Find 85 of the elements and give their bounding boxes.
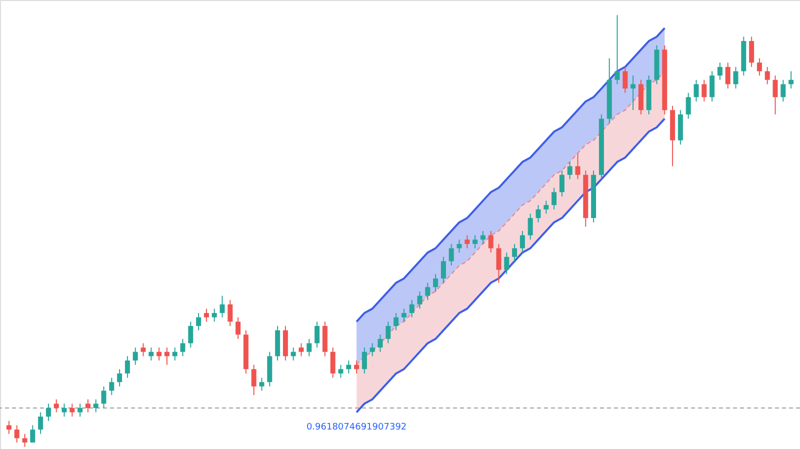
candlestick <box>54 398 59 413</box>
candlestick <box>496 243 502 284</box>
candlestick <box>259 377 264 392</box>
candlestick <box>6 420 12 434</box>
candlestick <box>630 75 636 111</box>
candlestick <box>140 342 146 357</box>
candlestick <box>38 412 44 434</box>
candlestick <box>164 347 170 366</box>
candlestick <box>433 274 438 292</box>
candlestick <box>101 386 106 408</box>
candlestick <box>30 424 36 444</box>
candlestick <box>417 290 422 310</box>
candlestick <box>409 300 414 318</box>
candlestick <box>472 234 478 249</box>
candlestick <box>780 79 786 102</box>
candlestick <box>70 403 75 418</box>
candlestick <box>22 433 28 448</box>
candlestick <box>464 234 470 249</box>
candlestick <box>456 239 462 254</box>
candlestick <box>686 92 691 120</box>
candlestick <box>180 338 186 357</box>
candlestick <box>512 243 518 262</box>
candlestick <box>46 403 51 422</box>
candlestick <box>694 79 699 102</box>
candlestick <box>559 170 564 197</box>
candlestick <box>725 62 730 90</box>
candlestick <box>354 360 360 374</box>
candlestick <box>196 312 202 331</box>
candlestick <box>756 58 762 76</box>
candlestick <box>448 243 454 266</box>
candlestick <box>520 230 525 254</box>
candlestick <box>14 424 20 444</box>
candlestick <box>220 295 225 318</box>
candlestick <box>314 321 320 348</box>
candlestick <box>717 62 722 80</box>
candlestick <box>386 321 391 344</box>
candlestick <box>425 282 430 301</box>
candlestick <box>251 364 256 396</box>
candlestick <box>764 66 770 85</box>
candlestick <box>109 377 114 396</box>
candlestick <box>394 312 399 331</box>
candlestick <box>338 364 344 378</box>
candlestick <box>480 230 486 244</box>
annotation: 0.9618074691907392 <box>306 422 407 432</box>
candlestick <box>528 213 533 240</box>
candlestick <box>362 347 367 374</box>
candlestick <box>93 398 98 413</box>
candlestick <box>788 70 794 90</box>
candlestick <box>188 321 194 348</box>
candlestick <box>544 200 549 214</box>
candlestick <box>306 338 312 357</box>
candlestick <box>567 161 572 180</box>
candlestick <box>575 152 580 180</box>
candlestick <box>298 342 304 357</box>
candlestick <box>702 79 707 102</box>
candlestick <box>156 347 162 361</box>
candlestick <box>346 360 352 374</box>
candlestick <box>749 36 754 68</box>
candlestick <box>204 308 209 322</box>
candlestick <box>614 14 620 85</box>
candlestick <box>117 368 122 387</box>
candlestick <box>401 308 406 322</box>
candlestick <box>236 316 241 340</box>
candlestick <box>622 66 628 94</box>
candlestick <box>552 187 557 210</box>
candlestick <box>78 403 83 418</box>
candlestick <box>124 356 130 378</box>
candlestick <box>504 252 510 275</box>
candlestick <box>228 300 233 326</box>
candlestick <box>132 347 138 366</box>
candlestick <box>710 70 715 102</box>
candlestick <box>536 204 541 223</box>
candlestick <box>488 230 494 254</box>
candlestick <box>378 334 383 352</box>
candlestick <box>290 347 296 361</box>
candlestick <box>62 403 67 418</box>
candlestick <box>85 398 90 413</box>
candlestick <box>330 347 336 378</box>
candlestick <box>440 256 446 284</box>
candlestick <box>370 342 375 357</box>
candlestick <box>172 347 178 361</box>
candlestick <box>212 308 217 322</box>
candlestick <box>148 347 154 361</box>
candlestick <box>733 66 738 90</box>
candlestick <box>772 75 778 115</box>
